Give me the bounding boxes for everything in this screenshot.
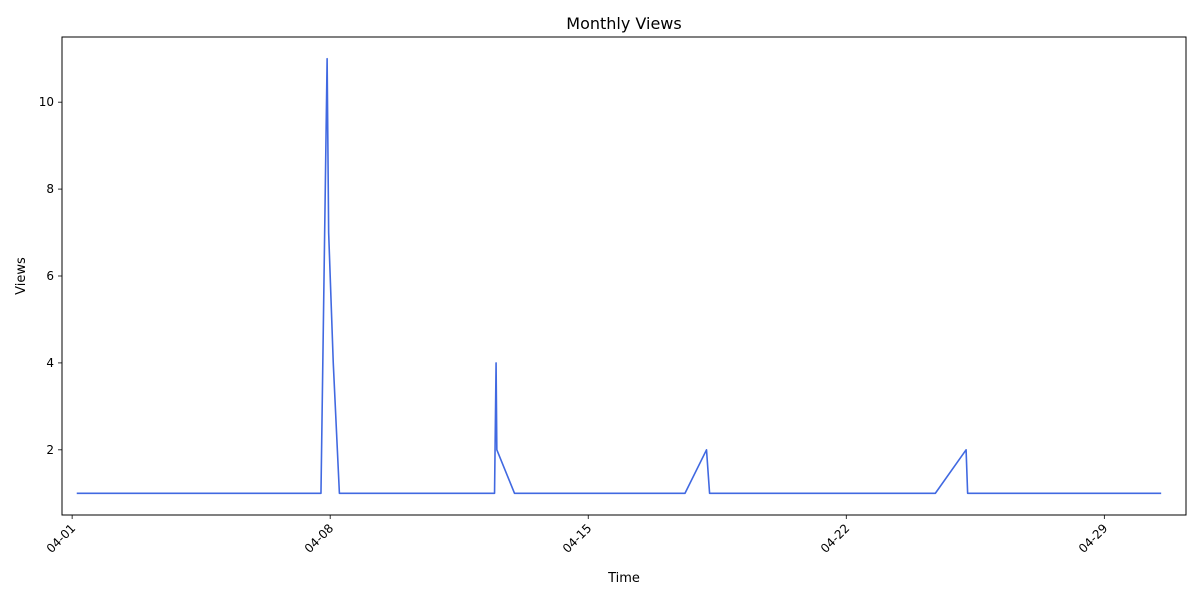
y-tick-label: 6 <box>46 269 54 283</box>
series-line-0 <box>76 57 1162 495</box>
plot-frame <box>61 36 1187 516</box>
x-tick-label: 04-22 <box>818 521 853 556</box>
y-tick-label: 10 <box>39 95 54 109</box>
y-tick-label: 8 <box>46 182 54 196</box>
y-tick-label: 4 <box>46 356 54 370</box>
x-tick-label: 04-01 <box>44 521 79 556</box>
y-ticks: 2 4 6 8 10 <box>39 95 62 457</box>
x-tick-label: 04-29 <box>1076 521 1111 556</box>
x-ticks: 04-01 04-08 04-15 04-22 04-29 <box>44 515 1111 556</box>
series-layer <box>76 57 1162 495</box>
chart-title: Monthly Views <box>566 14 681 33</box>
y-axis-label: Views <box>14 257 29 295</box>
x-axis-label: Time <box>607 571 640 586</box>
plot-background <box>62 37 1186 515</box>
x-tick-label: 04-08 <box>302 521 337 556</box>
y-tick-label: 2 <box>46 443 54 457</box>
x-tick-label: 04-15 <box>560 521 595 556</box>
